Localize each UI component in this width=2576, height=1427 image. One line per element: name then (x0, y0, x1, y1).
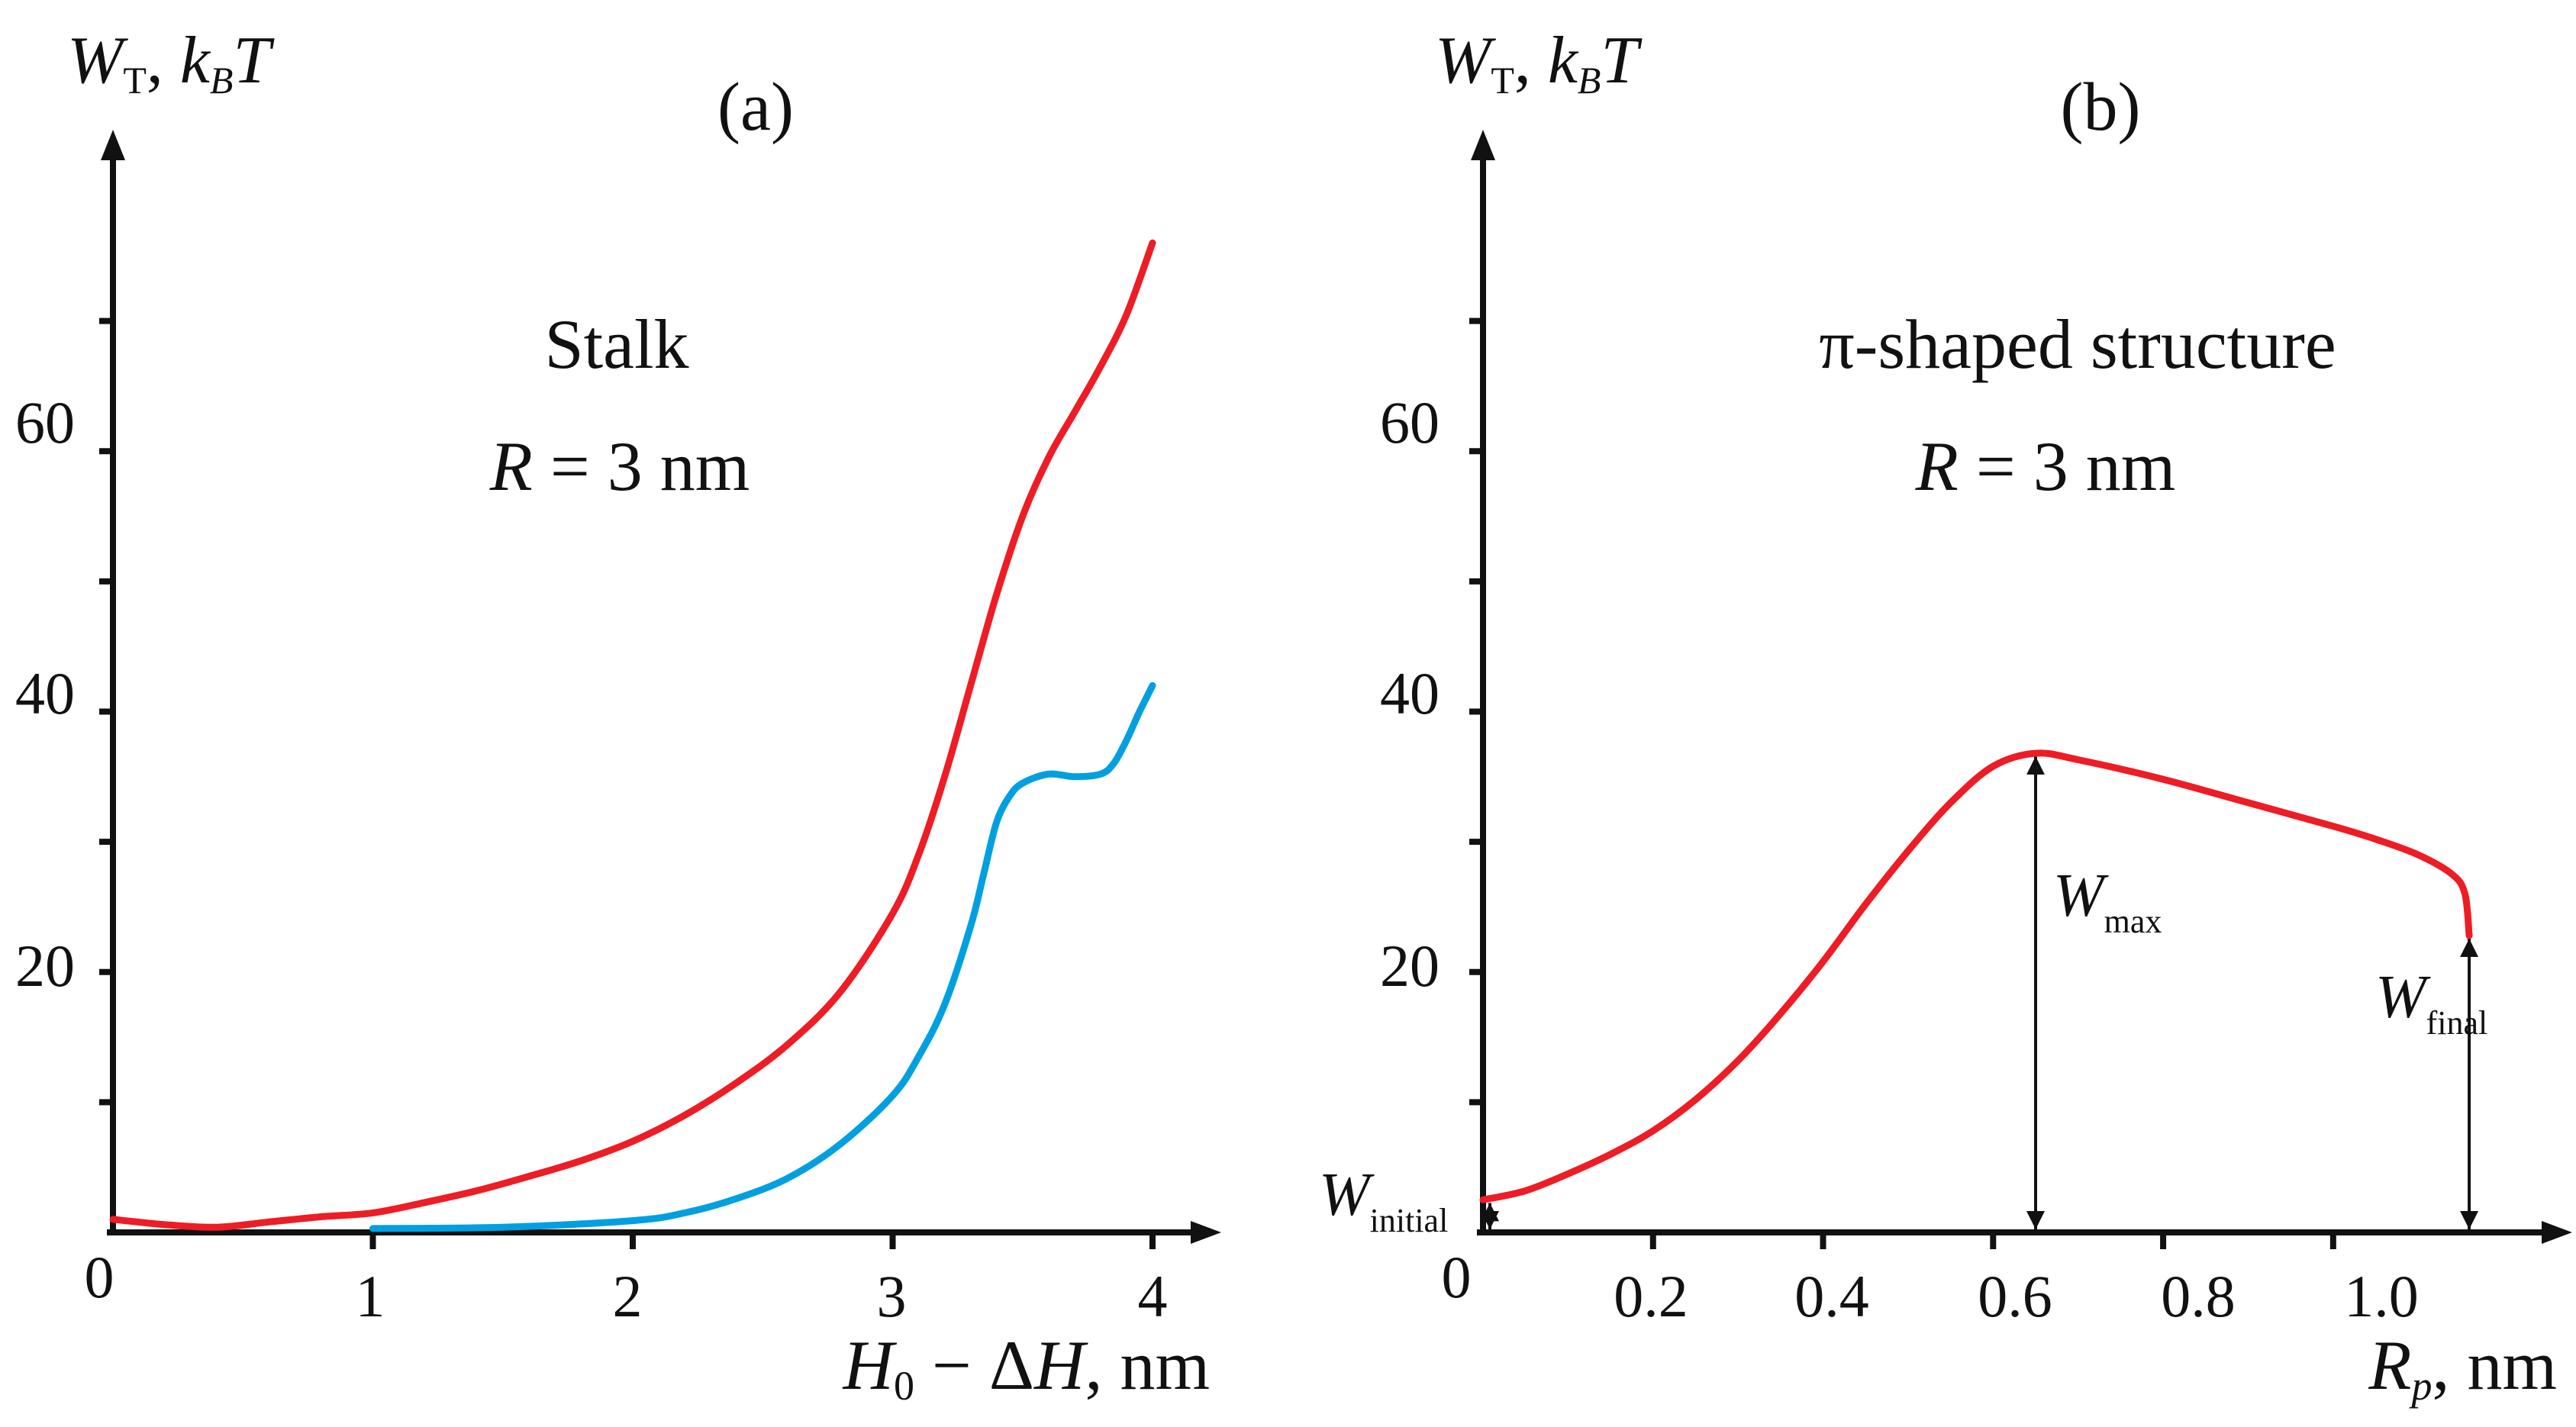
panel-b-xlabel-unit: , nm (2432, 1326, 2557, 1404)
panel-b-x-tick-label: 0.4 (1794, 1263, 1869, 1329)
panel-a-label: (a) (717, 69, 794, 145)
panel-a-x-ticks (369, 1232, 1156, 1249)
panel-a-subtitle-var: R (489, 427, 533, 505)
panel-a-ylabel-w: W (67, 24, 128, 98)
panel-b-subtitle: R = 3 nm (1915, 427, 2176, 505)
panel-a-xlabel-h: H (842, 1326, 897, 1404)
panel-a-ylabel-t: T (233, 24, 275, 98)
panel-a-ylabel-sep: , (147, 24, 180, 98)
panel-a-x-tick-label: 4 (1138, 1263, 1168, 1329)
panel-a-x-axis-arrow (1191, 1221, 1221, 1244)
panel-b-ylabel-t: T (1601, 24, 1643, 98)
panel-b-title: π-shaped structure (1819, 305, 2336, 383)
panel-b-y-axis-title: WT, kBT (1435, 24, 1643, 101)
panel-a-y-tick-label: 40 (15, 660, 75, 726)
panel-a-xlabel-unit: , nm (1085, 1326, 1210, 1404)
panel-b-x-tick-label: 0.2 (1614, 1263, 1688, 1329)
panel-b-y-tick-label: 20 (1380, 933, 1440, 999)
panel-b-y-tick-label: 40 (1380, 660, 1440, 726)
panel-a-ylabel-k: k (180, 24, 211, 98)
panel-b-x-tick-label: 0.8 (2161, 1263, 2236, 1329)
panel-b-x-axis-title: Rp, nm (2368, 1326, 2557, 1409)
panel-b-ylabel-sep: , (1514, 24, 1548, 98)
panel-b-x-tick-label: 0.6 (1978, 1263, 2052, 1329)
panel-a-x-axis-title: H0 − ΔH, nm (842, 1326, 1210, 1409)
panel-a-y-tick-label: 20 (15, 933, 75, 999)
panel-a-title: Stalk (544, 305, 688, 383)
panel-b-ylabel-ksub: B (1578, 59, 1601, 101)
panel-a-xlabel-dh: H (1033, 1326, 1088, 1404)
panel-b-x-tick-label: 1.0 (2344, 1263, 2419, 1329)
panel-b-w-final-label: Wfinal (2375, 964, 2487, 1042)
panel-a-ylabel-ksub: B (210, 59, 234, 101)
panel-b-ylabel-w: W (1435, 24, 1496, 98)
panel-b-w-final-main: W (2375, 964, 2431, 1031)
panel-b-y-tick-label: 60 (1380, 389, 1440, 456)
panel-b-label: (b) (2061, 69, 2141, 145)
panel-b-subtitle-rest: = 3 nm (1959, 427, 2175, 505)
panel-a-x-tick-label: 1 (356, 1263, 385, 1329)
panel-b-x-axis-arrow (2542, 1221, 2572, 1244)
panel-b-xlabel-rsub: p (2408, 1363, 2432, 1409)
panel-b-w-max-label: Wmax (2053, 862, 2162, 940)
panel-b-x-origin-label: 0 (1442, 1244, 1472, 1310)
panel-b-w-max-sub: max (2104, 903, 2162, 940)
panel-a-series-lower (369, 681, 1156, 1232)
panel-a-xlabel-rest: − Δ (914, 1326, 1034, 1404)
panel-a-ylabel-sub: T (123, 59, 147, 101)
panel-b-w-max-main: W (2053, 862, 2109, 929)
panel-a-x-tick-label: 3 (877, 1263, 907, 1329)
panel-b-x-ticks (1649, 1232, 2336, 1249)
panel-b-w-initial-sub: initial (1370, 1202, 1449, 1239)
panel-a-x-origin-label: 0 (85, 1244, 114, 1310)
panel-b-ylabel-sub: T (1491, 59, 1514, 101)
panel-b-y-ticks (1469, 317, 1483, 1106)
panel-b-w-initial-label: Winitial (1319, 1161, 1448, 1239)
panel-b-series-w (1479, 749, 2473, 1203)
panel-a: 0 1 2 3 4 20 40 60 WT, kBT (a) Stalk R =… (15, 24, 1221, 1409)
panel-a-y-axis-arrow (101, 130, 125, 160)
panel-a-series-upper (109, 239, 1156, 1231)
panel-a-y-tick-label: 60 (15, 389, 75, 456)
panel-b: 0 0.2 0.4 0.6 0.8 1.0 20 40 60 WT, kBT (… (1319, 24, 2572, 1409)
panel-b-subtitle-var: R (1915, 427, 1959, 505)
panel-b-ylabel-k: k (1548, 24, 1579, 98)
panel-a-subtitle: R = 3 nm (489, 427, 750, 505)
panel-a-y-axis-title: WT, kBT (67, 24, 275, 101)
panel-a-x-tick-label: 2 (613, 1263, 643, 1329)
panel-a-subtitle-rest: = 3 nm (533, 427, 750, 505)
panel-b-y-axis-arrow (1471, 130, 1495, 160)
panel-b-xlabel-r: R (2368, 1326, 2411, 1404)
panel-b-w-initial-main: W (1319, 1161, 1375, 1229)
panel-a-xlabel-hsub: 0 (894, 1363, 914, 1409)
panel-b-w-final-sub: final (2426, 1004, 2488, 1042)
panel-a-y-ticks (99, 317, 113, 1106)
